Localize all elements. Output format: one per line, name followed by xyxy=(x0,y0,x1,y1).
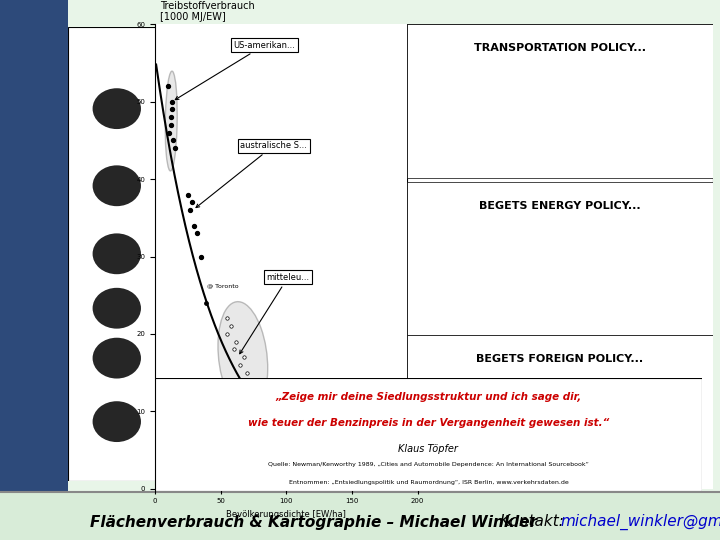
Text: mitteleu...: mitteleu... xyxy=(240,273,310,354)
Point xyxy=(168,144,180,152)
Ellipse shape xyxy=(93,338,141,379)
Bar xyxy=(407,182,713,335)
Text: BEGETS ENERGY POLICY...: BEGETS ENERGY POLICY... xyxy=(479,201,641,211)
Text: Entnommen: „Entsiedlungspolitik und Raumordnung“, ISR Berlin, www.verkehrsdaten.: Entnommen: „Entsiedlungspolitik und Raum… xyxy=(289,480,568,485)
Text: Tokyo-Yok...: Tokyo-Yok... xyxy=(176,104,226,113)
Point xyxy=(248,384,259,393)
Text: Treibstoffverbrauch
[1000 MJ/EW]: Treibstoffverbrauch [1000 MJ/EW] xyxy=(160,1,255,22)
Point xyxy=(225,322,237,330)
Point xyxy=(254,392,266,400)
Text: Bombay @: Bombay @ xyxy=(352,465,386,470)
Point xyxy=(235,361,246,369)
Point xyxy=(195,252,207,261)
Text: Mexiko: Mexiko xyxy=(176,181,207,190)
Text: BEGETS FOREIGN POLICY...: BEGETS FOREIGN POLICY... xyxy=(476,354,644,364)
Ellipse shape xyxy=(93,165,141,206)
Bar xyxy=(0,492,720,540)
Bar xyxy=(407,335,713,489)
Point xyxy=(362,470,374,479)
Text: „Zeige mir deine Siedlungsstruktur und ich sage dir,: „Zeige mir deine Siedlungsstruktur und i… xyxy=(275,392,582,402)
Point xyxy=(261,399,272,408)
Text: Flächenverbrauch & Kartographie – Michael Winkler: Flächenverbrauch & Kartographie – Michae… xyxy=(90,515,537,530)
Text: u.a. (1997): u.a. (1997) xyxy=(633,472,695,482)
Text: australische S...: australische S... xyxy=(196,141,307,207)
Ellipse shape xyxy=(218,302,268,413)
Point xyxy=(241,368,253,377)
Bar xyxy=(407,24,713,178)
Point xyxy=(189,221,200,230)
Text: @ Tokyo: @ Tokyo xyxy=(277,415,303,420)
Text: TRANSPORTATION POLICY...: TRANSPORTATION POLICY... xyxy=(474,43,646,53)
Point xyxy=(165,120,176,129)
Point xyxy=(166,97,178,106)
Bar xyxy=(0,0,68,492)
Text: wie teuer der Benzinpreis in der Vergangenheit gewesen ist.“: wie teuer der Benzinpreis in der Vergang… xyxy=(248,418,609,428)
Point xyxy=(200,299,212,307)
Text: Quelle: Newman/Kenworthy 1989, „Cities and Automobile Dependence: An Internation: Quelle: Newman/Kenworthy 1989, „Cities a… xyxy=(268,462,589,467)
Text: Shanghai: Shanghai xyxy=(176,303,218,313)
Ellipse shape xyxy=(93,88,141,129)
Ellipse shape xyxy=(93,288,141,329)
Point xyxy=(168,136,179,145)
Point xyxy=(221,314,233,323)
Ellipse shape xyxy=(93,233,141,274)
Point xyxy=(221,329,233,338)
Point xyxy=(281,427,292,435)
Text: US-amerikan...: US-amerikan... xyxy=(175,40,295,99)
Point xyxy=(162,82,174,91)
Point xyxy=(191,229,202,238)
Text: Klaus Töpfer: Klaus Töpfer xyxy=(398,444,459,454)
Point xyxy=(166,105,178,114)
Text: Paris: Paris xyxy=(176,249,197,258)
Text: michael_winkler@gmx.net: michael_winkler@gmx.net xyxy=(560,514,720,530)
X-axis label: Bevölkerungsdichte [EW/ha]: Bevölkerungsdichte [EW/ha] xyxy=(226,510,346,519)
Text: Singapore: Singapore xyxy=(310,446,341,451)
Text: Bangkok: Bangkok xyxy=(176,354,215,363)
Text: Manila: Manila xyxy=(176,417,205,426)
Point xyxy=(230,338,242,346)
Point xyxy=(228,345,239,354)
Point xyxy=(243,376,255,384)
Point xyxy=(238,353,250,361)
Point xyxy=(163,129,175,137)
Point xyxy=(184,206,196,214)
Text: Kontakt:: Kontakt: xyxy=(500,515,569,530)
Point xyxy=(165,113,176,122)
Point xyxy=(310,457,322,466)
Point xyxy=(182,190,194,199)
Text: @ Toronto: @ Toronto xyxy=(207,284,239,288)
Point xyxy=(186,198,197,207)
Ellipse shape xyxy=(165,71,177,171)
Ellipse shape xyxy=(93,401,141,442)
